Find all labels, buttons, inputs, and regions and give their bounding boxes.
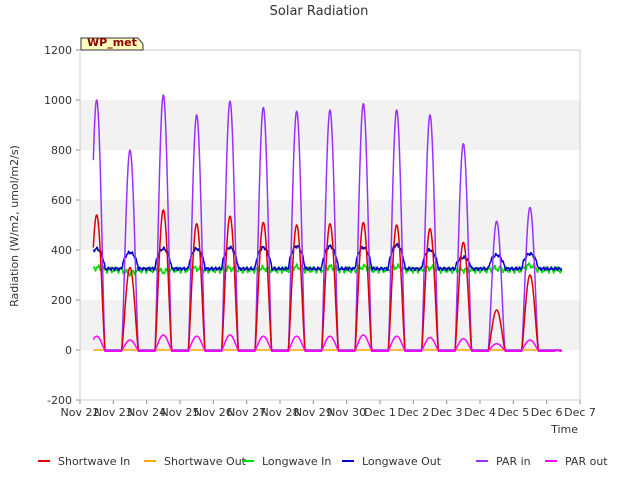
plot-background-bands — [80, 50, 580, 400]
x-tick-label: Dec 1 — [364, 406, 396, 419]
x-tick-label: Dec 3 — [431, 406, 463, 419]
station-label-box: WP_met — [80, 36, 144, 51]
legend-label: Shortwave In — [58, 455, 130, 468]
x-tick-label: Dec 6 — [531, 406, 563, 419]
y-tick-label: 200 — [51, 294, 72, 307]
grid-band — [80, 50, 580, 100]
x-tick-label: Dec 5 — [497, 406, 529, 419]
y-axis-ticks: -200 0 200 400 600 800 1000 1200 — [44, 44, 80, 407]
legend-label: Longwave Out — [362, 455, 442, 468]
series-lines — [92, 94, 563, 352]
legend: Shortwave In Shortwave Out Longwave In Long… — [38, 455, 608, 468]
x-tick-label: Nov 27 — [227, 406, 266, 419]
x-tick-label: Nov 30 — [327, 406, 366, 419]
y-tick-label: 1000 — [44, 94, 72, 107]
legend-label: PAR in — [496, 455, 531, 468]
x-tick-label: Nov 23 — [94, 406, 133, 419]
x-tick-label: Nov 25 — [161, 406, 200, 419]
y-axis-label: Radiation (W/m2, umol/m2/s) — [8, 145, 21, 307]
x-tick-label: Nov 24 — [127, 406, 166, 419]
legend-item: Longwave Out — [342, 455, 442, 468]
legend-item: PAR in — [476, 455, 531, 468]
x-tick-label: Dec 7 — [564, 406, 596, 419]
y-tick-label: 600 — [51, 194, 72, 207]
x-tick-label: Nov 22 — [61, 406, 100, 419]
grid-band — [80, 350, 580, 400]
grid-band — [80, 250, 580, 300]
y-tick-label: 1200 — [44, 44, 72, 57]
x-tick-label: Dec 4 — [464, 406, 496, 419]
grid-band — [80, 150, 580, 200]
y-tick-label: -200 — [47, 394, 72, 407]
legend-item: Shortwave Out — [144, 455, 247, 468]
x-tick-label: Nov 28 — [261, 406, 300, 419]
y-tick-label: 400 — [51, 244, 72, 257]
legend-label: Longwave In — [262, 455, 331, 468]
legend-item: Longwave In — [242, 455, 331, 468]
x-tick-label: Dec 2 — [397, 406, 429, 419]
x-tick-label: Nov 29 — [294, 406, 333, 419]
station-label: WP_met — [87, 36, 137, 49]
x-axis-label: Time — [550, 423, 578, 436]
grid-band — [80, 100, 580, 150]
legend-item: PAR out — [545, 455, 608, 468]
chart-title: Solar Radiation — [270, 4, 369, 19]
legend-label: Shortwave Out — [164, 455, 247, 468]
legend-label: PAR out — [565, 455, 608, 468]
grid-band — [80, 300, 580, 350]
legend-item: Shortwave In — [38, 455, 130, 468]
series-line-par-out — [92, 334, 563, 352]
plot-area-frame — [79, 49, 581, 401]
y-tick-label: 0 — [65, 344, 72, 357]
y-tick-label: 800 — [51, 144, 72, 157]
x-tick-label: Nov 26 — [194, 406, 233, 419]
